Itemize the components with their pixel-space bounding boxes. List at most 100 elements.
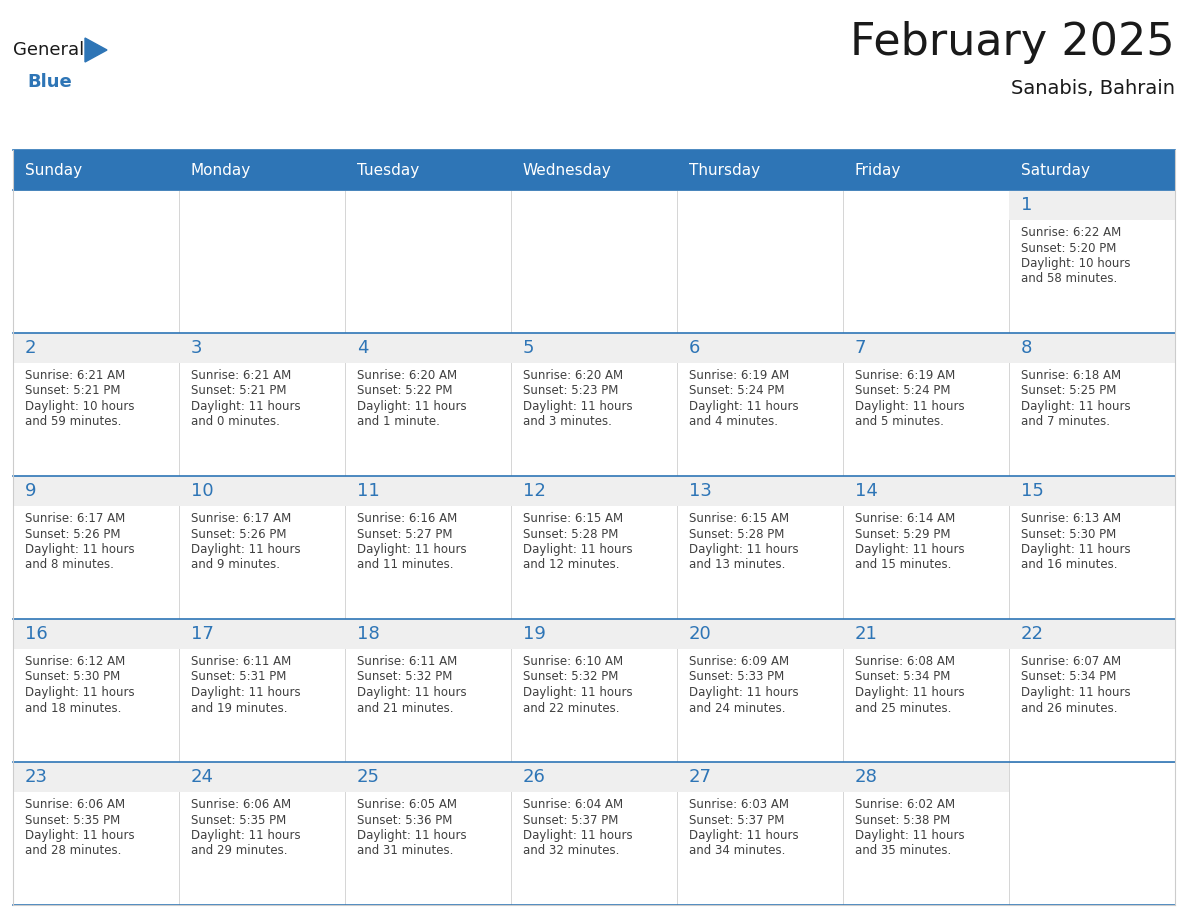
Text: Sunrise: 6:10 AM: Sunrise: 6:10 AM [523, 655, 623, 668]
Text: and 29 minutes.: and 29 minutes. [190, 845, 287, 857]
Bar [843, 190, 1009, 333]
Text: 22: 22 [1020, 625, 1043, 643]
Text: Sunrise: 6:06 AM: Sunrise: 6:06 AM [190, 798, 291, 811]
Text: 10: 10 [190, 482, 213, 500]
Text: 16: 16 [25, 625, 48, 643]
Text: and 19 minutes.: and 19 minutes. [190, 701, 287, 714]
Text: and 7 minutes.: and 7 minutes. [1020, 416, 1110, 429]
Text: 18: 18 [356, 625, 379, 643]
Text: Daylight: 11 hours: Daylight: 11 hours [1020, 543, 1130, 556]
Bar [13, 476, 179, 619]
Text: and 0 minutes.: and 0 minutes. [190, 416, 279, 429]
Text: Daylight: 11 hours: Daylight: 11 hours [523, 829, 632, 842]
Text: 27: 27 [689, 768, 712, 786]
Text: Sunset: 5:32 PM: Sunset: 5:32 PM [356, 670, 451, 684]
Bar [13, 619, 179, 762]
Bar [511, 619, 677, 649]
Text: Sunset: 5:29 PM: Sunset: 5:29 PM [854, 528, 950, 541]
Bar [1009, 476, 1175, 506]
Text: and 8 minutes.: and 8 minutes. [25, 558, 114, 572]
Text: and 59 minutes.: and 59 minutes. [25, 416, 121, 429]
Text: Sunrise: 6:17 AM: Sunrise: 6:17 AM [190, 512, 291, 525]
Text: and 11 minutes.: and 11 minutes. [356, 558, 453, 572]
Text: Daylight: 11 hours: Daylight: 11 hours [356, 400, 466, 413]
Text: Daylight: 11 hours: Daylight: 11 hours [854, 543, 965, 556]
Text: and 34 minutes.: and 34 minutes. [689, 845, 785, 857]
Bar [1009, 190, 1175, 333]
Text: Thursday: Thursday [689, 162, 760, 177]
Bar [179, 333, 345, 476]
Text: Monday: Monday [190, 162, 251, 177]
Bar [1009, 333, 1175, 476]
Text: and 16 minutes.: and 16 minutes. [1020, 558, 1117, 572]
Text: Sunset: 5:30 PM: Sunset: 5:30 PM [25, 670, 120, 684]
Text: 19: 19 [523, 625, 545, 643]
Text: and 18 minutes.: and 18 minutes. [25, 701, 121, 714]
Text: and 35 minutes.: and 35 minutes. [854, 845, 950, 857]
Text: 3: 3 [190, 339, 202, 357]
Bar [1009, 333, 1175, 363]
Bar [511, 150, 677, 190]
Bar [843, 762, 1009, 792]
Bar [511, 333, 677, 363]
Text: and 13 minutes.: and 13 minutes. [689, 558, 785, 572]
Text: Sunrise: 6:15 AM: Sunrise: 6:15 AM [689, 512, 789, 525]
Text: and 21 minutes.: and 21 minutes. [356, 701, 453, 714]
Text: Daylight: 11 hours: Daylight: 11 hours [190, 400, 301, 413]
Text: Sunset: 5:34 PM: Sunset: 5:34 PM [1020, 670, 1116, 684]
Text: Sunrise: 6:15 AM: Sunrise: 6:15 AM [523, 512, 623, 525]
Bar [13, 333, 179, 476]
Text: Sunrise: 6:22 AM: Sunrise: 6:22 AM [1020, 226, 1120, 239]
Text: Sunset: 5:35 PM: Sunset: 5:35 PM [25, 813, 120, 826]
Text: and 25 minutes.: and 25 minutes. [854, 701, 952, 714]
Text: Sunset: 5:28 PM: Sunset: 5:28 PM [523, 528, 618, 541]
Bar [511, 476, 677, 619]
Text: Sunrise: 6:18 AM: Sunrise: 6:18 AM [1020, 369, 1120, 382]
Bar [843, 476, 1009, 506]
Bar [677, 190, 843, 333]
Text: Sunrise: 6:13 AM: Sunrise: 6:13 AM [1020, 512, 1120, 525]
Bar [1009, 762, 1175, 905]
Text: and 9 minutes.: and 9 minutes. [190, 558, 279, 572]
Text: Daylight: 11 hours: Daylight: 11 hours [523, 543, 632, 556]
Bar [345, 762, 511, 905]
Bar [511, 762, 677, 905]
Bar [677, 476, 843, 619]
Text: Sunset: 5:33 PM: Sunset: 5:33 PM [689, 670, 784, 684]
Text: Sunset: 5:20 PM: Sunset: 5:20 PM [1020, 241, 1116, 254]
Text: Sunrise: 6:17 AM: Sunrise: 6:17 AM [25, 512, 125, 525]
Text: Daylight: 11 hours: Daylight: 11 hours [190, 829, 301, 842]
Bar [345, 619, 511, 649]
Text: Daylight: 11 hours: Daylight: 11 hours [356, 829, 466, 842]
Text: 8: 8 [1020, 339, 1032, 357]
Bar [345, 333, 511, 476]
Text: Daylight: 10 hours: Daylight: 10 hours [25, 400, 134, 413]
Bar [843, 333, 1009, 363]
Text: Daylight: 11 hours: Daylight: 11 hours [689, 686, 798, 699]
Text: Sunrise: 6:14 AM: Sunrise: 6:14 AM [854, 512, 955, 525]
Text: Daylight: 11 hours: Daylight: 11 hours [689, 829, 798, 842]
Text: and 26 minutes.: and 26 minutes. [1020, 701, 1117, 714]
Text: 20: 20 [689, 625, 712, 643]
Bar [179, 333, 345, 363]
Polygon shape [86, 38, 107, 62]
Text: Blue: Blue [27, 73, 71, 91]
Text: 28: 28 [854, 768, 878, 786]
Text: Sunrise: 6:12 AM: Sunrise: 6:12 AM [25, 655, 125, 668]
Text: Saturday: Saturday [1020, 162, 1089, 177]
Bar [843, 619, 1009, 649]
Text: Daylight: 11 hours: Daylight: 11 hours [25, 686, 134, 699]
Text: and 1 minute.: and 1 minute. [356, 416, 440, 429]
Text: Sunset: 5:27 PM: Sunset: 5:27 PM [356, 528, 453, 541]
Bar [843, 762, 1009, 905]
Text: 23: 23 [25, 768, 48, 786]
Text: Sunset: 5:37 PM: Sunset: 5:37 PM [689, 813, 784, 826]
Bar [179, 476, 345, 506]
Text: and 31 minutes.: and 31 minutes. [356, 845, 453, 857]
Text: Wednesday: Wednesday [523, 162, 612, 177]
Bar [1009, 619, 1175, 649]
Bar [511, 762, 677, 792]
Bar [677, 150, 843, 190]
Text: Sunset: 5:34 PM: Sunset: 5:34 PM [854, 670, 950, 684]
Bar [1009, 619, 1175, 762]
